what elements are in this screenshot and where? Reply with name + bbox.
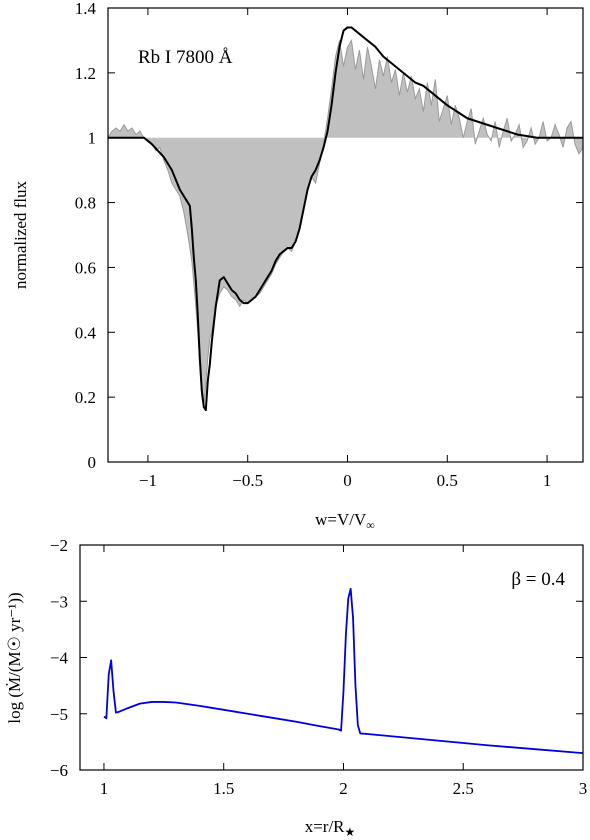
mass-loss-y-axis-label: log (Ṁ/(M☉ yr⁻¹)): [5, 592, 24, 723]
mass-loss-annotation: β = 0.4: [511, 569, 565, 590]
mass-loss-x-tick-label: 2: [339, 779, 348, 798]
spectrum-y-tick-label: 0.4: [75, 323, 97, 342]
mass-loss-panel: 1 1.5 2 2.5 3 −6 −5 −4 −3 −2 β = 0.4 log (Ṁ/(M☉ y…: [5, 536, 587, 839]
spectrum-x-axis-label-main: w=V/V: [315, 510, 367, 529]
mass-loss-ticks: 1 1.5 2 2.5 3 −6 −5 −4 −3 −2: [50, 536, 587, 798]
mass-loss-x-tick-label: 3: [579, 779, 588, 798]
spectrum-panel: −1 −0.5 0 0.5 1 0 0.2 0.4 0.6 0.8 1 1.2 1.4 Rb I 780…: [11, 0, 584, 532]
spectrum-frame: [107, 7, 584, 463]
mass-loss-y-tick-label: −6: [50, 761, 68, 780]
spectrum-x-tick-label: 0.5: [437, 471, 458, 490]
spectrum-x-axis-label-sub: ∞: [366, 518, 375, 532]
spectrum-observed-fill: [108, 40, 583, 407]
spectrum-y-tick-label: 0.6: [75, 258, 96, 277]
mass-loss-x-axis-label-sub: ★: [345, 825, 356, 839]
mass-loss-y-tick-label: −4: [50, 649, 69, 668]
mass-loss-series-0-line: [103, 587, 583, 755]
spectrum-y-tick-label: 1.2: [75, 64, 96, 83]
mass-loss-y-tick-label: −3: [50, 592, 68, 611]
mass-loss-y-tick-label: −2: [50, 536, 68, 555]
spectrum-y-axis-label: normalized flux: [11, 180, 30, 289]
spectrum-y-tick-label: 0.2: [75, 388, 96, 407]
spectrum-x-tick-label: 0: [343, 471, 352, 490]
mass-loss-y-tick-label: −5: [50, 705, 68, 724]
spectrum-y-tick-label: 0.8: [75, 194, 96, 213]
mass-loss-x-tick-label: 1: [100, 779, 109, 798]
mass-loss-x-tick-label: 2.5: [453, 779, 474, 798]
spectrum-observed-line: [108, 38, 583, 407]
mass-loss-x-axis-label-main: x=r/R: [305, 817, 345, 836]
spectrum-series-1-line: [108, 26, 583, 412]
spectrum-plot-area: [108, 26, 583, 412]
spectrum-y-tick-label: 1.4: [75, 0, 97, 18]
spectrum-x-tick-label: −0.5: [232, 471, 263, 490]
spectrum-y-tick-label: 0: [88, 453, 97, 472]
spectrum-x-axis-label: w=V/V∞: [315, 510, 375, 532]
mass-loss-frame: [79, 544, 584, 771]
mass-loss-x-axis-label: x=r/R★: [305, 817, 356, 839]
spectrum-x-tick-label: 1: [543, 471, 552, 490]
mass-loss-x-tick-label: 1.5: [213, 779, 234, 798]
spectrum-annotation: Rb I 7800 Å: [138, 47, 233, 68]
spectrum-y-tick-label: 1: [88, 129, 97, 148]
spectrum-ticks: −1 −0.5 0 0.5 1 0 0.2 0.4 0.6 0.8 1 1.2 1.4: [75, 0, 583, 490]
spectrum-x-tick-label: −1: [139, 471, 157, 490]
mass-loss-plot-area: [103, 587, 583, 755]
